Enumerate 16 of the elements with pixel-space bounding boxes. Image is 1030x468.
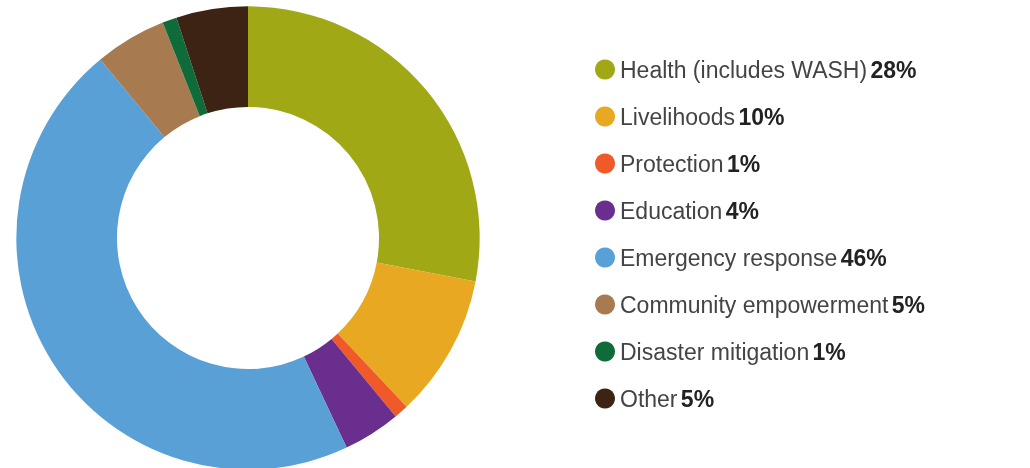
legend-label: Health (includes WASH) [620,56,868,83]
data-label: 46% [840,244,887,271]
data-label: 5% [680,385,715,412]
legend-label: Education [620,197,723,224]
data-label: 4% [725,197,759,224]
legend-label: Community empowerment [620,291,890,318]
data-label: 1% [812,338,846,365]
legend-label: Disaster mitigation [620,338,810,365]
legend-label: Protection [620,150,724,177]
legend-label: Emergency response [620,244,838,271]
data-label: 10% [738,103,785,130]
legend-label: Livelihoods [620,103,736,130]
data-label: 5% [891,291,925,318]
legend-label: Other [620,385,678,412]
data-label: 1% [726,150,761,177]
data-label: 28% [870,56,917,83]
